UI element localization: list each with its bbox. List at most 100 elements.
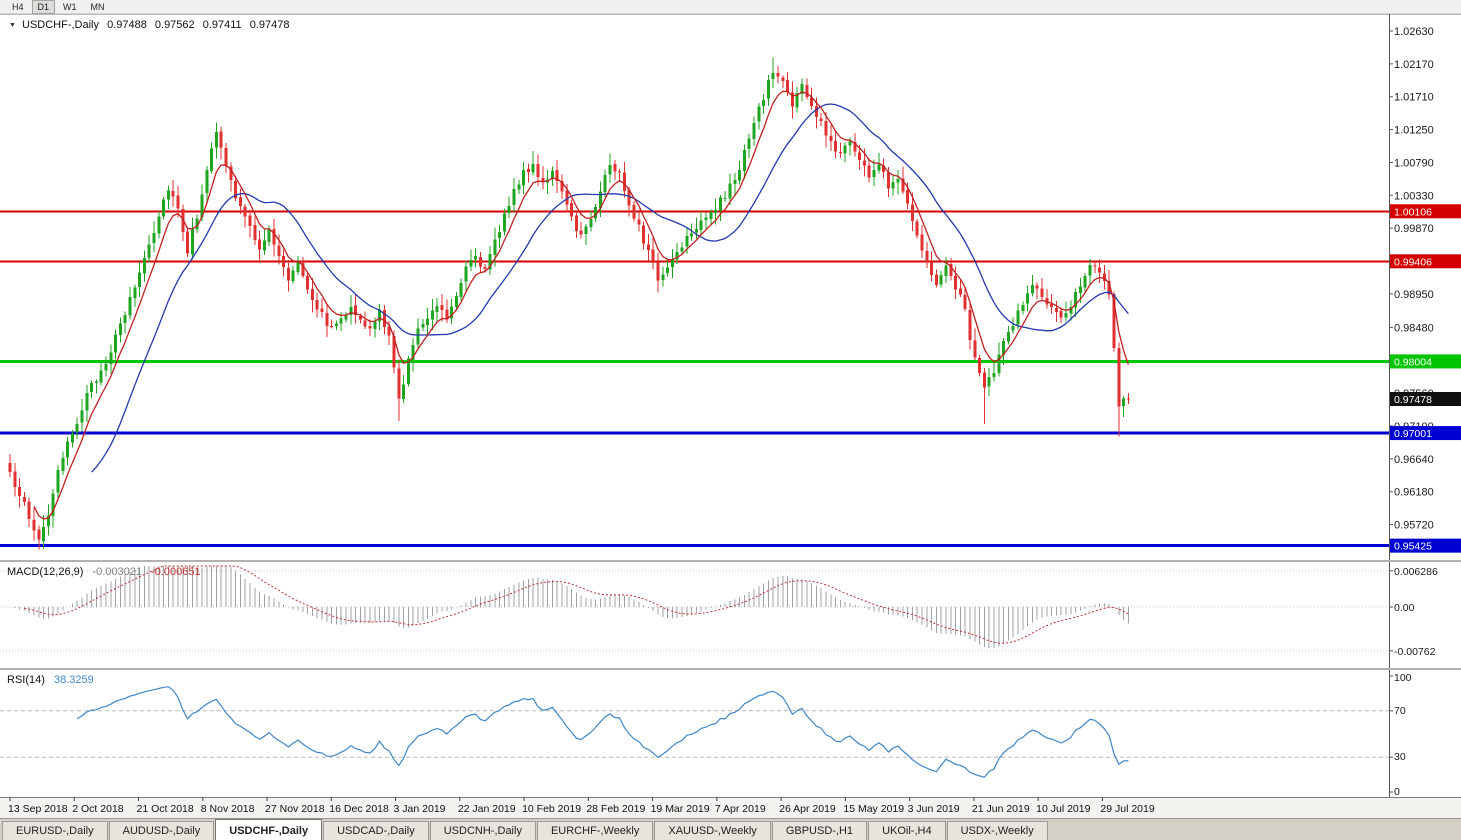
support-resistance-lines[interactable] (0, 210, 1389, 548)
date-label[interactable]: 2 Oct 2018 (72, 803, 124, 815)
price-badge-1.00106 (1390, 204, 1461, 219)
chart-tab-audusd-daily[interactable]: AUDUSD-,Daily (108, 821, 215, 840)
chevron-down-icon[interactable]: ▼ (9, 22, 16, 29)
rsi-tick-label: 100 (1394, 672, 1412, 684)
date-label[interactable]: 15 May 2019 (843, 803, 904, 815)
timeframe-button-d1[interactable]: D1 (31, 0, 56, 14)
ma-slow-blue-line (91, 103, 1129, 473)
chart-symbol-label: USDCHF-,Daily (22, 19, 99, 31)
date-label[interactable]: 26 Apr 2019 (779, 803, 836, 815)
date-label[interactable]: 21 Oct 2018 (137, 803, 194, 815)
price-chart-pane[interactable]: 1.02630 1.02170 1.01710 1.01250 1.00790 1.003… (0, 14, 1461, 560)
chart-tab-eurusd-daily[interactable]: EURUSD-,Daily (2, 821, 108, 840)
ohlc-high: 0.97562 (154, 19, 195, 31)
price-badge-label: 0.98004 (1394, 356, 1432, 368)
macd-indicator-pane[interactable]: 0.006286 0.00 -0.00762 (0, 562, 1461, 668)
macd-label: MACD(12,26,9) (7, 566, 84, 578)
macd-tick-label: 0.006286 (1394, 566, 1438, 578)
date-label[interactable]: 22 Jan 2019 (458, 803, 516, 815)
date-label[interactable]: 10 Jul 2019 (1036, 803, 1090, 815)
timeframe-button-h4[interactable]: H4 (12, 1, 24, 12)
rsi-header: RSI(14) 38.3259 (7, 674, 94, 686)
price-axis-ticks[interactable]: 1.02630 1.02170 1.01710 1.01250 1.00790 1.003… (1389, 26, 1434, 532)
price-badge-label: 0.95425 (1394, 541, 1432, 553)
date-label[interactable]: 28 Feb 2019 (586, 803, 645, 815)
rsi-level-lines (0, 710, 1389, 758)
macd-main-value: -0.003021 (92, 566, 143, 578)
macd-signal-line (24, 565, 1129, 644)
rsi-value: 38.3259 (53, 674, 94, 686)
price-tick-label: 0.99870 (1394, 223, 1434, 235)
price-badge-label: 1.00106 (1394, 206, 1432, 218)
macd-tick-label: 0.00 (1394, 602, 1415, 614)
candles-group (8, 57, 1130, 550)
ohlc-close: 0.97478 (249, 19, 290, 31)
chart-tab-eurchf-weekly[interactable]: EURCHF-,Weekly (536, 821, 654, 840)
timeframe-button-w1[interactable]: W1 (63, 1, 77, 12)
price-tick-label: 1.01250 (1394, 125, 1434, 137)
chart-ohlc-header: ▼ USDCHF-,Daily 0.97488 0.97562 0.97411 … (9, 19, 290, 31)
timeframe-button-mn[interactable]: MN (90, 1, 105, 12)
ohlc-low: 0.97411 (202, 19, 242, 31)
rsi-tick-label: 70 (1394, 705, 1406, 717)
date-label[interactable]: 13 Sep 2018 (8, 803, 68, 815)
macd-signal-value: -0.000651 (151, 566, 201, 578)
date-label[interactable]: 16 Dec 2018 (329, 803, 389, 815)
price-tick-label: 1.01710 (1394, 92, 1434, 104)
price-badge-0.97478 (1390, 392, 1461, 406)
date-label[interactable]: 19 Mar 2019 (651, 803, 710, 815)
ohlc-open: 0.97488 (107, 19, 147, 31)
date-label[interactable]: 29 Jul 2019 (1100, 803, 1154, 815)
rsi-label: RSI(14) (7, 674, 45, 686)
date-label[interactable]: 3 Jun 2019 (908, 803, 960, 815)
price-tick-label: 0.98950 (1394, 289, 1434, 301)
rsi-tick-label: 0 (1394, 786, 1400, 797)
macd-axis-ticks[interactable]: 0.006286 0.00 -0.00762 (1389, 566, 1438, 658)
price-tick-label: 0.98480 (1394, 322, 1434, 334)
date-axis[interactable]: 13 Sep 2018 2 Oct 2018 21 Oct 2018 8 Nov 20… (0, 797, 1461, 818)
price-tick-label: 1.02170 (1394, 59, 1434, 71)
date-label[interactable]: 8 Nov 2018 (201, 803, 255, 815)
date-label[interactable]: 10 Feb 2019 (522, 803, 581, 815)
rsi-line (76, 686, 1129, 778)
date-label[interactable]: 21 Jun 2019 (972, 803, 1030, 815)
price-badge-label: 0.99406 (1394, 256, 1432, 268)
price-tick-label: 1.02630 (1394, 26, 1434, 38)
price-tick-label: 0.96180 (1394, 487, 1434, 499)
date-label[interactable]: 3 Jan 2019 (394, 803, 446, 815)
price-tick-label: 0.96640 (1394, 454, 1434, 466)
chart-tab-usdcnh-daily[interactable]: USDCNH-,Daily (429, 821, 536, 840)
rsi-axis-ticks[interactable]: 100 70 30 0 (1389, 672, 1412, 797)
ma-fast-red-line (33, 90, 1130, 520)
timeframe-toolbar: H4 D1 W1 MN (0, 0, 1461, 14)
chart-tab-xauusd-weekly[interactable]: XAUUSD-,Weekly (654, 821, 771, 840)
chart-tab-ukoil-h4[interactable]: UKOil-,H4 (868, 821, 946, 840)
price-badge-label: 0.97001 (1394, 428, 1432, 440)
chart-tab-usdchf-daily[interactable]: USDCHF-,Daily (215, 819, 323, 840)
price-badge-0.95425 (1390, 538, 1461, 553)
rsi-indicator-pane[interactable]: 100 70 30 0 (0, 670, 1461, 797)
price-tick-label: 0.95720 (1394, 520, 1434, 532)
price-tick-label: 1.00790 (1394, 157, 1434, 169)
macd-grid (0, 570, 1389, 652)
price-badge-0.97001 (1390, 426, 1461, 441)
price-tick-label: 1.00330 (1394, 190, 1434, 202)
macd-tick-label: -0.00762 (1394, 646, 1436, 658)
price-badge-0.98004 (1390, 354, 1461, 369)
price-badge-0.99406 (1390, 254, 1461, 269)
date-label[interactable]: 27 Nov 2018 (265, 803, 325, 815)
macd-header: MACD(12,26,9) -0.003021 -0.000651 (7, 566, 201, 578)
chart-tab-usdx-weekly[interactable]: USDX-,Weekly (946, 821, 1048, 840)
rsi-tick-label: 30 (1394, 751, 1406, 763)
pane-splitter-rsi[interactable] (0, 668, 1461, 670)
price-axis-badges: 1.00106 0.99406 0.98004 0.97478 0.97001 0.954… (1390, 204, 1461, 553)
chart-tab-usdcad-daily[interactable]: USDCAD-,Daily (323, 821, 429, 840)
moving-averages-group (33, 90, 1130, 520)
date-label[interactable]: 7 Apr 2019 (715, 803, 766, 815)
macd-histogram (14, 566, 1129, 649)
pane-splitter-macd[interactable] (0, 560, 1461, 562)
chart-tab-gbpusd-h1[interactable]: GBPUSD-,H1 (771, 821, 868, 840)
price-badge-label: 0.97478 (1394, 394, 1432, 406)
chart-tab-bar: EURUSD-,Daily AUDUSD-,Daily USDCHF-,Daily U… (0, 818, 1461, 840)
